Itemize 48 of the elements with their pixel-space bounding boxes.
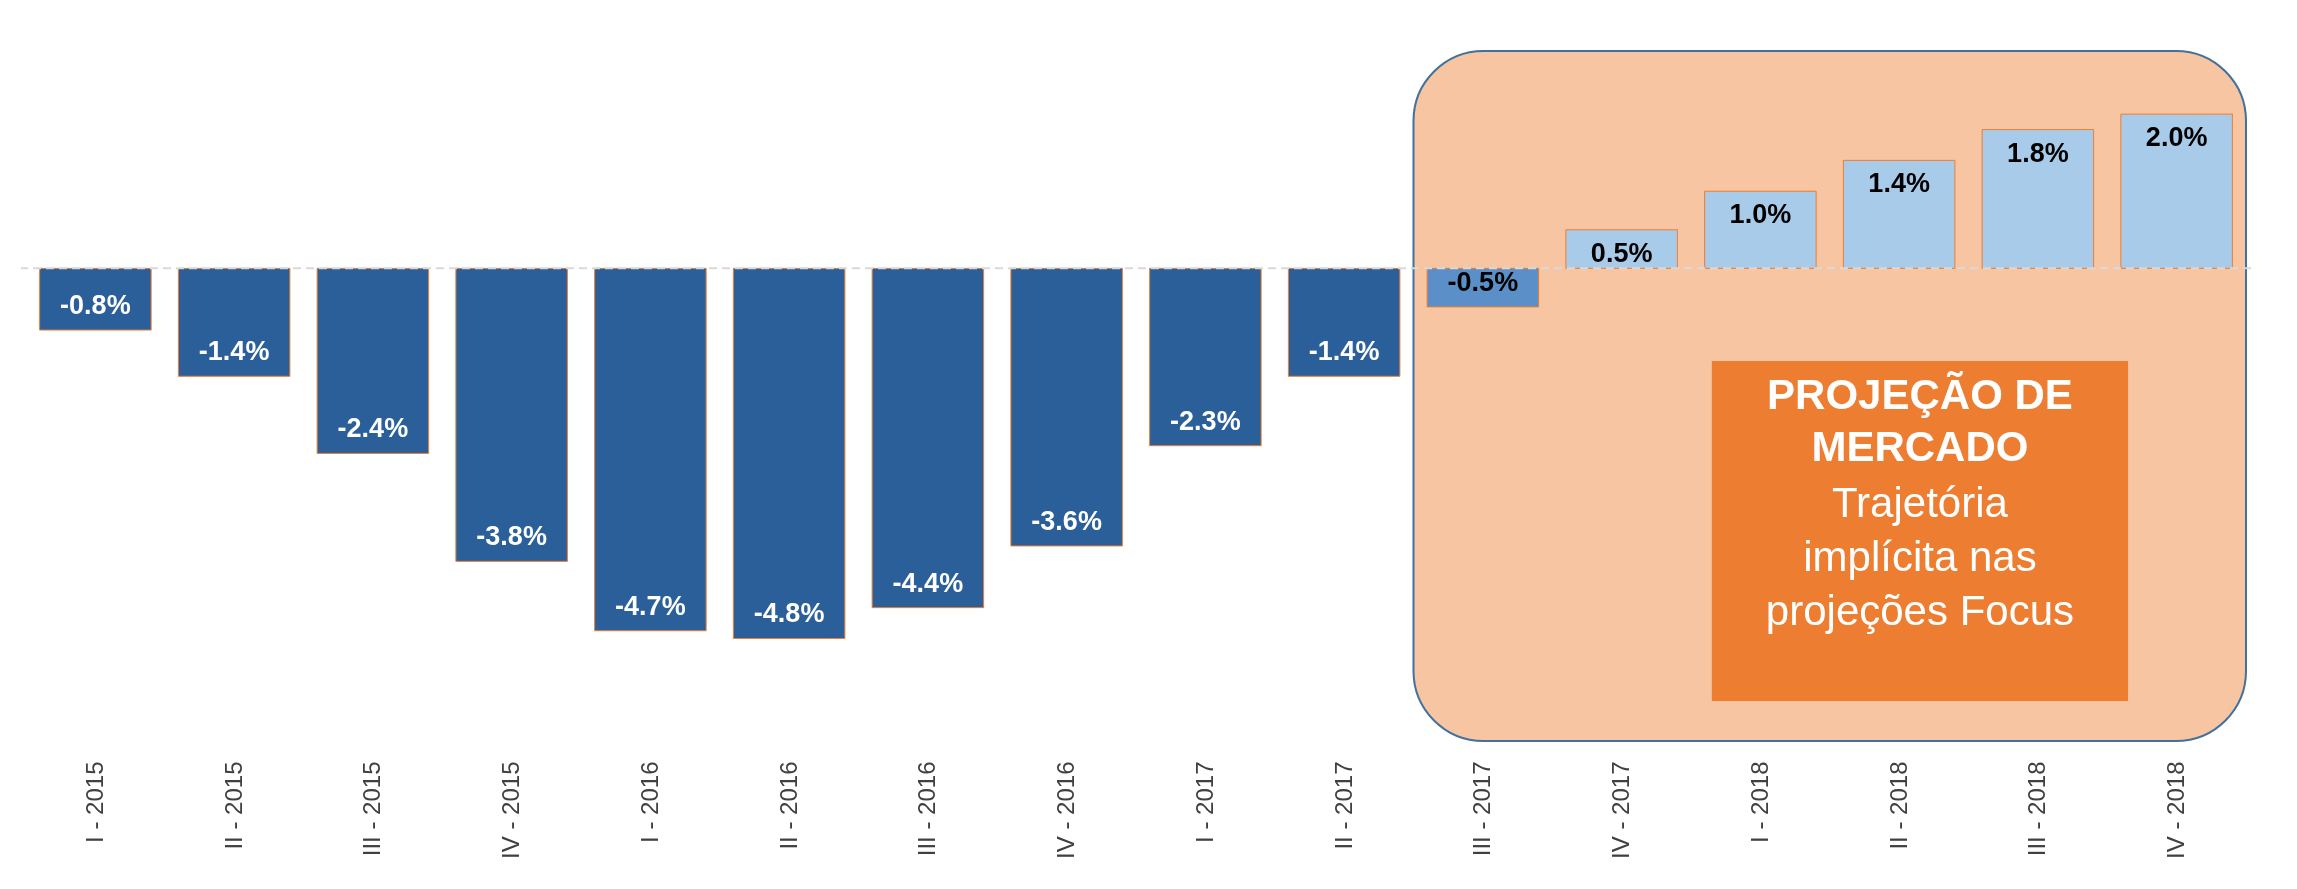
data-label: -2.3% bbox=[1170, 405, 1241, 436]
bar bbox=[1010, 267, 1123, 547]
bar bbox=[732, 267, 846, 639]
bar bbox=[1981, 129, 2095, 269]
x-tick-label: II - 2016 bbox=[774, 761, 802, 850]
bar bbox=[1149, 267, 1262, 447]
x-tick-label: IV - 2018 bbox=[2162, 761, 2190, 859]
data-label: -4.7% bbox=[615, 590, 686, 621]
x-tick-label: I - 2017 bbox=[1190, 761, 1218, 843]
bar bbox=[1704, 190, 1817, 269]
data-label: 1.8% bbox=[2007, 137, 2069, 168]
data-label: 1.4% bbox=[1868, 168, 1930, 199]
data-label: -3.8% bbox=[476, 521, 547, 552]
bar bbox=[871, 267, 985, 609]
x-tick-label: IV - 2016 bbox=[1052, 761, 1080, 859]
annotation: Trajetória implícita nas projeções Focus bbox=[1765, 479, 2075, 634]
bar bbox=[316, 267, 430, 454]
x-tick-label: II - 2015 bbox=[219, 761, 247, 850]
data-label: -0.8% bbox=[60, 290, 131, 321]
bar bbox=[594, 267, 707, 632]
data-label: -2.4% bbox=[337, 413, 409, 444]
x-tick-label: IV - 2017 bbox=[1607, 761, 1635, 859]
data-label: 0.5% bbox=[1590, 237, 1653, 268]
data-label: -1.4% bbox=[1308, 336, 1380, 367]
x-tick-label: III - 2015 bbox=[358, 761, 386, 857]
bar bbox=[177, 267, 291, 377]
bar bbox=[1842, 159, 1956, 269]
x-tick-label: I - 2018 bbox=[1745, 761, 1773, 843]
data-label: 1.0% bbox=[1729, 199, 1792, 230]
x-tick-label: III - 2016 bbox=[913, 761, 941, 857]
data-label: -4.4% bbox=[892, 567, 964, 598]
band-label: PROJEÇÃO DE MERCADO bbox=[1767, 371, 2073, 470]
x-tick-label: I - 2015 bbox=[80, 761, 108, 843]
data-label: -0.5% bbox=[1447, 266, 1519, 297]
x-tick-label: IV - 2015 bbox=[497, 761, 525, 859]
bar bbox=[2120, 113, 2233, 269]
x-tick-label: II - 2018 bbox=[1884, 761, 1912, 850]
bar bbox=[39, 267, 152, 331]
x-tick-label: I - 2016 bbox=[635, 761, 663, 843]
data-label: -4.8% bbox=[753, 598, 825, 629]
x-tick-label: III - 2017 bbox=[1468, 761, 1496, 857]
x-tick-label: II - 2017 bbox=[1329, 761, 1357, 850]
data-label: 2.0% bbox=[2145, 122, 2208, 153]
bar bbox=[455, 267, 568, 562]
bar bbox=[1287, 267, 1401, 377]
x-tick-label: III - 2018 bbox=[2023, 761, 2051, 857]
data-label: -3.6% bbox=[1031, 505, 1102, 536]
data-label: -1.4% bbox=[198, 336, 270, 367]
